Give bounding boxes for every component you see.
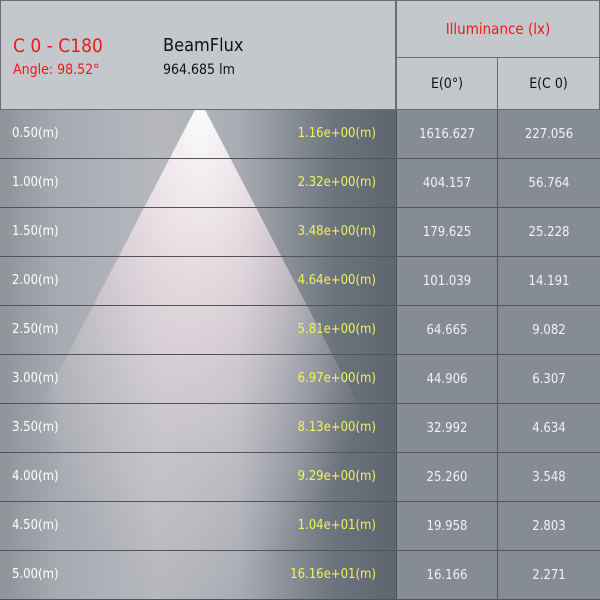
beam-diameter: 1.04e+01(m) — [297, 518, 376, 533]
col-e0-header: E(0°) — [397, 58, 498, 110]
angle-label: Angle: 98.52° — [13, 62, 100, 78]
e0-value: 44.906 — [396, 355, 497, 403]
illuminance-table: 0.50(m) 1.16e+00(m) 1616.627 227.056 1.00(m)… — [0, 110, 600, 600]
table-row: 4.00(m) 9.29e+00(m) 25.260 3.548 — [0, 453, 600, 502]
distance: 4.00(m) — [12, 469, 59, 484]
beam-diameter: 9.29e+00(m) — [297, 469, 376, 484]
beam-cell: 2.50(m) 5.81e+00(m) — [0, 306, 396, 354]
beam-diameter: 8.13e+00(m) — [297, 420, 376, 435]
beam-cell: 3.50(m) 8.13e+00(m) — [0, 404, 396, 452]
distance: 4.50(m) — [12, 518, 59, 533]
table-row: 1.50(m) 3.48e+00(m) 179.625 25.228 — [0, 208, 600, 257]
table-row: 0.50(m) 1.16e+00(m) 1616.627 227.056 — [0, 110, 600, 159]
e0-value: 19.958 — [396, 502, 497, 550]
plane-label: C 0 - C180 — [13, 35, 103, 57]
e0-value: 16.166 — [396, 551, 497, 599]
e0-value: 404.157 — [396, 159, 497, 207]
col-ec0-header: E(C 0) — [529, 76, 568, 92]
ec0-value: 25.228 — [497, 208, 600, 256]
e0-value: 101.039 — [396, 257, 497, 305]
distance: 1.50(m) — [12, 224, 59, 239]
table-row: 4.50(m) 1.04e+01(m) 19.958 2.803 — [0, 502, 600, 551]
illuminance-header: Illuminance (lx) E(0°) E(C 0) — [396, 0, 600, 110]
beam-diameter: 5.81e+00(m) — [297, 322, 376, 337]
table-row: 5.00(m) 16.16e+01(m) 16.166 2.271 — [0, 551, 600, 600]
beam-cell: 2.00(m) 4.64e+00(m) — [0, 257, 396, 305]
distance: 3.50(m) — [12, 420, 59, 435]
beam-cell: 0.50(m) 1.16e+00(m) — [0, 110, 396, 158]
beam-diameter: 4.64e+00(m) — [297, 273, 376, 288]
ec0-value: 2.271 — [497, 551, 600, 599]
beam-cell: 4.50(m) 1.04e+01(m) — [0, 502, 396, 550]
table-row: 2.00(m) 4.64e+00(m) 101.039 14.191 — [0, 257, 600, 306]
beam-flux-value: 964.685 lm — [163, 62, 235, 78]
ec0-value: 4.634 — [497, 404, 600, 452]
distance: 3.00(m) — [12, 371, 59, 386]
beam-diameter: 1.16e+00(m) — [297, 126, 376, 141]
ec0-value: 2.803 — [497, 502, 600, 550]
e0-value: 179.625 — [396, 208, 497, 256]
table-row: 3.50(m) 8.13e+00(m) 32.992 4.634 — [0, 404, 600, 453]
beam-cell: 4.00(m) 9.29e+00(m) — [0, 453, 396, 501]
ec0-value: 9.082 — [497, 306, 600, 354]
table-row: 3.00(m) 6.97e+00(m) 44.906 6.307 — [0, 355, 600, 404]
beam-diameter: 2.32e+00(m) — [297, 175, 376, 190]
ec0-value: 6.307 — [497, 355, 600, 403]
table-row: 1.00(m) 2.32e+00(m) 404.157 56.764 — [0, 159, 600, 208]
beam-cell: 1.50(m) 3.48e+00(m) — [0, 208, 396, 256]
ec0-value: 14.191 — [497, 257, 600, 305]
beam-diameter: 6.97e+00(m) — [297, 371, 376, 386]
light-beam-visual — [0, 110, 396, 600]
distance: 5.00(m) — [12, 567, 59, 582]
e0-value: 25.260 — [396, 453, 497, 501]
beam-cell: 5.00(m) 16.16e+01(m) — [0, 551, 396, 599]
distance: 0.50(m) — [12, 126, 59, 141]
e0-value: 32.992 — [396, 404, 497, 452]
beam-flux-label: BeamFlux — [163, 35, 244, 56]
beam-cell: 1.00(m) 2.32e+00(m) — [0, 159, 396, 207]
table-row: 2.50(m) 5.81e+00(m) 64.665 9.082 — [0, 306, 600, 355]
beam-diameter: 16.16e+01(m) — [290, 567, 376, 582]
beam-cell: 3.00(m) 6.97e+00(m) — [0, 355, 396, 403]
ec0-value: 227.056 — [497, 110, 600, 158]
distance: 1.00(m) — [12, 175, 59, 190]
summary-header: C 0 - C180 Angle: 98.52° BeamFlux 964.68… — [0, 0, 396, 110]
ec0-value: 3.548 — [497, 453, 600, 501]
illuminance-title: Illuminance (lx) — [397, 1, 599, 58]
e0-value: 1616.627 — [396, 110, 497, 158]
distance: 2.50(m) — [12, 322, 59, 337]
beam-diameter: 3.48e+00(m) — [297, 224, 376, 239]
ec0-value: 56.764 — [497, 159, 600, 207]
e0-value: 64.665 — [396, 306, 497, 354]
distance: 2.00(m) — [12, 273, 59, 288]
